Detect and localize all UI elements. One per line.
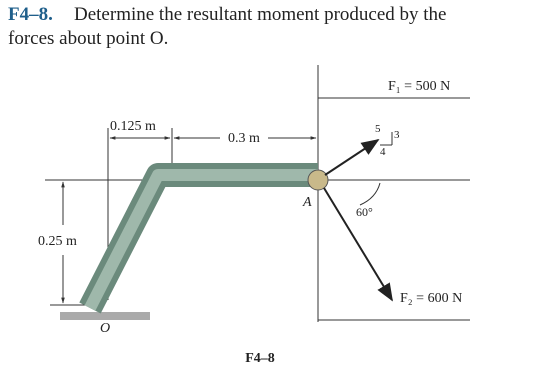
problem-label: F4–8. — [8, 4, 53, 25]
point-label: O — [100, 321, 110, 336]
ground — [60, 312, 150, 320]
slope-label: 4 — [380, 146, 386, 158]
dimension-label: 0.125 m — [110, 119, 156, 134]
problem-text: forces about point O. — [8, 28, 168, 49]
force-arrow-2 — [323, 187, 393, 302]
force-label: F₂ = 600 N — [400, 291, 462, 306]
force-label: F₁ = 500 N — [388, 79, 450, 94]
dimension-label: 0.25 m — [38, 234, 77, 249]
slope-label: 5 — [375, 123, 381, 135]
figure-caption: F4–8 — [245, 351, 275, 366]
angle-label: 60° — [356, 205, 373, 219]
problem-text: Determine the resultant moment produced … — [74, 4, 447, 25]
bracket-highlight — [84, 169, 318, 311]
joint-a — [307, 169, 329, 191]
dimension-label: 0.3 m — [228, 131, 260, 146]
point-label: A — [302, 195, 312, 210]
slope-label: 3 — [394, 129, 400, 141]
force-arrow-1 — [324, 139, 380, 176]
